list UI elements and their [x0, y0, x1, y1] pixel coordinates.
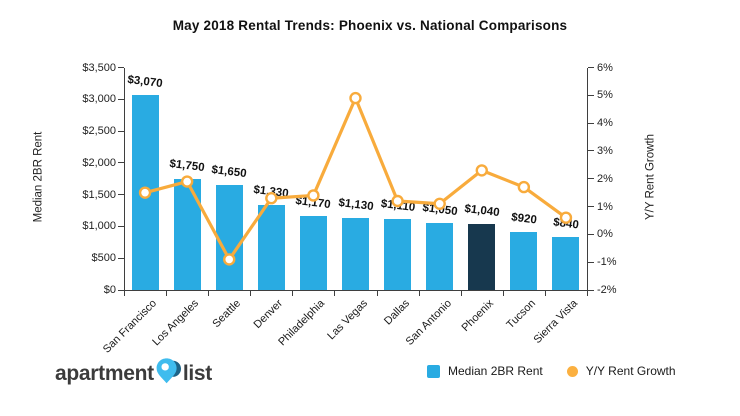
y2-axis-tick-label: 3%: [597, 144, 613, 157]
y-axis-tick-label: $1,000: [82, 220, 116, 233]
line-point-marker: [559, 211, 573, 224]
line-point-marker: [307, 189, 320, 202]
y2-axis-tick: [588, 178, 594, 180]
y2-axis-tick: [588, 289, 594, 291]
y-axis-tick-label: $2,500: [82, 125, 116, 138]
apartment-list-logo: apartment list: [55, 358, 212, 390]
y-axis-tick-label: $3,500: [82, 61, 116, 74]
y-axis-tick-label: $2,000: [82, 156, 116, 169]
y-axis-tick-label: $1,500: [82, 188, 116, 201]
x-axis-tick: [418, 291, 420, 296]
y-axis-tick-label: $500: [91, 252, 116, 265]
bar: [552, 236, 580, 290]
y2-axis-tick: [588, 67, 594, 68]
legend-label: Y/Y Rent Growth: [585, 364, 676, 378]
bar: [426, 223, 454, 290]
bar: [384, 219, 412, 290]
logo-text-list: list: [182, 362, 212, 385]
legend-item-rent-growth: Y/Y Rent Growth: [566, 364, 676, 378]
line-series-swatch-icon: [566, 365, 578, 377]
y2-axis-tick-label: -1%: [597, 256, 617, 269]
line-point-marker: [349, 91, 362, 105]
chart-legend: Median 2BR Rent Y/Y Rent Growth: [427, 364, 676, 378]
rent-growth-line: [143, 96, 568, 262]
x-axis-tick: [376, 291, 378, 296]
right-axis-line: [587, 67, 588, 290]
left-axis-line: [124, 67, 125, 290]
bar-highlighted: [468, 223, 496, 290]
bar: [215, 185, 243, 290]
y-axis-tick: [118, 194, 124, 196]
y-axis-tick: [118, 67, 124, 68]
line-point-marker: [180, 175, 194, 188]
line-point-marker: [391, 194, 404, 208]
bottom-axis-line: [124, 290, 588, 291]
line-point-marker: [138, 186, 152, 199]
y-axis-tick: [118, 289, 124, 291]
bar: [342, 218, 369, 290]
y-axis-tick-label: $0: [103, 284, 116, 296]
line-point-marker: [517, 180, 531, 194]
y-axis-tick: [118, 130, 124, 132]
y2-axis-tick: [588, 261, 594, 263]
y2-axis-tick: [588, 94, 594, 96]
x-axis-tick: [208, 291, 210, 296]
x-axis-tick: [166, 291, 168, 296]
y-axis-tick: [118, 257, 124, 259]
y-axis-tick: [118, 98, 124, 100]
y2-axis-tick-label: 0%: [597, 228, 613, 241]
y2-axis-tick-label: 4%: [597, 117, 613, 130]
x-axis-tick: [334, 291, 336, 296]
x-axis-tick: [587, 291, 588, 296]
y2-axis-tick-label: 6%: [597, 61, 613, 74]
x-axis-tick: [502, 291, 504, 296]
bar: [510, 231, 538, 290]
line-point-marker: [265, 192, 278, 205]
bar-series-swatch-icon: [427, 364, 440, 378]
y-axis-tick: [118, 225, 124, 227]
chart-title: May 2018 Rental Trends: Phoenix vs. Nati…: [172, 18, 568, 33]
y2-axis-tick-label: 5%: [597, 89, 613, 102]
x-axis-tick: [250, 291, 252, 296]
x-axis-tick: [460, 291, 462, 296]
bar: [257, 205, 285, 290]
x-axis-tick: [124, 291, 125, 296]
y2-axis-tick: [588, 122, 594, 124]
line-point-marker: [433, 197, 446, 210]
y2-axis-tick-label: 1%: [597, 200, 613, 213]
y-axis-tick: [118, 162, 124, 164]
line-point-marker: [223, 253, 236, 266]
legend-item-median-rent: Median 2BR Rent: [427, 364, 543, 378]
y2-axis-tick: [588, 206, 594, 208]
y2-axis-tick: [588, 233, 594, 235]
x-axis-tick: [544, 291, 546, 296]
logo-text-apartment: apartment: [55, 362, 154, 385]
legend-label: Median 2BR Rent: [448, 364, 543, 378]
bar: [299, 215, 327, 290]
y2-axis-tick-label: -2%: [597, 284, 617, 296]
y2-axis-tick-label: 2%: [597, 172, 613, 185]
x-axis-tick: [292, 291, 294, 296]
y2-axis-tick: [588, 150, 594, 152]
map-pin-icon: [156, 358, 181, 384]
y-axis-tick-label: $3,000: [82, 93, 116, 106]
line-point-marker: [475, 164, 488, 177]
